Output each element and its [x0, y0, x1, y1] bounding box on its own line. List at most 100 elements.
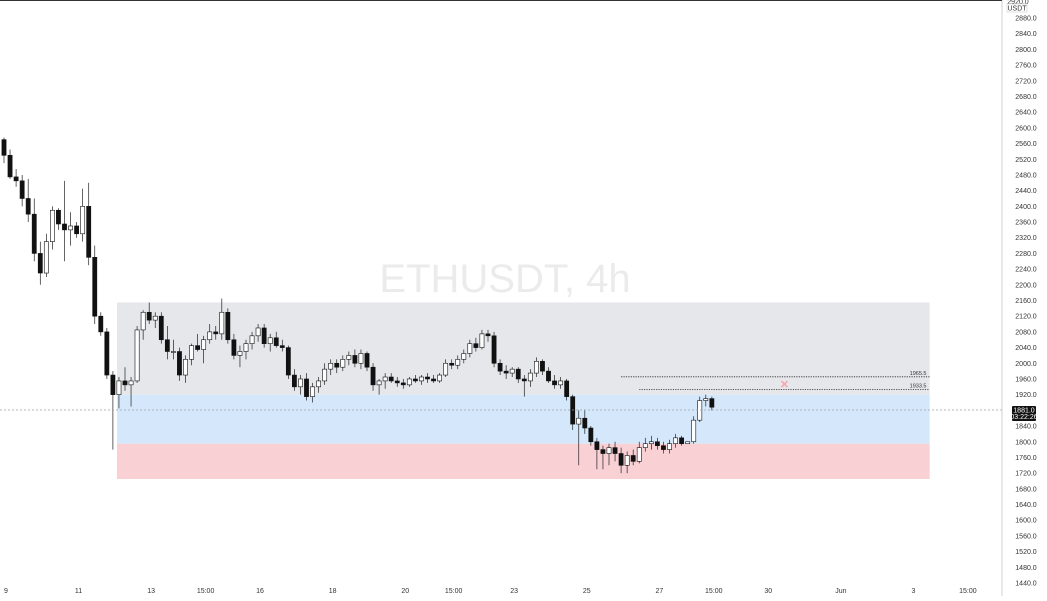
candle	[703, 394, 709, 407]
candle-body	[298, 378, 303, 388]
candle	[624, 451, 630, 474]
candle-body	[509, 368, 515, 374]
candle	[533, 357, 539, 378]
symbol-watermark: ETHUSDT, 4h	[379, 257, 630, 301]
candle	[406, 377, 412, 387]
candle-body	[709, 398, 715, 408]
candle	[122, 367, 128, 391]
candle	[13, 169, 19, 187]
candle	[352, 349, 358, 368]
candle-body	[122, 380, 128, 386]
time-tick-label: 9	[4, 588, 8, 595]
candle	[412, 375, 418, 383]
candle-body	[382, 376, 388, 382]
price-tick-label: 2800.0	[1015, 47, 1037, 54]
price-tick-label: 2040.0	[1015, 345, 1037, 352]
marker-x-b	[780, 380, 789, 388]
price-tick-label: 2840.0	[1015, 31, 1037, 38]
candle	[540, 359, 545, 376]
time-tick-label: 16	[256, 588, 264, 595]
candle-body	[661, 445, 666, 450]
candle-body	[624, 455, 630, 466]
candle-body	[461, 353, 467, 360]
candle	[437, 373, 442, 383]
candle	[255, 324, 261, 342]
candle	[316, 377, 321, 393]
currency-badge[interactable]	[1006, 3, 1028, 13]
candle-body	[146, 311, 152, 321]
zone-deep	[116, 443, 930, 480]
price-tick-label: 1800.0	[1015, 439, 1037, 446]
candle	[449, 359, 455, 370]
level-label-0: 1965.5	[910, 371, 927, 377]
candle-body	[406, 378, 412, 386]
candle	[140, 310, 146, 340]
candle-body	[13, 176, 19, 182]
candle	[19, 174, 25, 207]
candle	[213, 326, 219, 340]
watermark-symbol-interval: ETHUSDT, 4h	[379, 257, 630, 301]
zones-layer	[116, 302, 930, 480]
candle	[346, 351, 352, 366]
price-tick-label: 1640.0	[1015, 502, 1037, 509]
candle-body	[92, 257, 98, 317]
candle-body	[279, 345, 285, 348]
candle-body	[231, 339, 237, 356]
price-axis-ticks: 2880.0 2840.0 2800.0 2760.0 2720.0 2680.0 2640…	[1015, 16, 1037, 588]
candle-body	[237, 351, 243, 356]
price-tick-label: 2480.0	[1015, 172, 1037, 179]
price-tick-label: 2640.0	[1015, 110, 1037, 117]
candle-body	[243, 343, 249, 352]
candle	[594, 437, 600, 470]
candle	[546, 367, 551, 383]
candle-body	[219, 311, 225, 335]
candle	[74, 222, 79, 238]
candle-body	[201, 339, 207, 350]
currency-label: USDT	[1007, 6, 1027, 13]
candle	[691, 416, 697, 444]
candle-body	[479, 333, 485, 348]
candle-body	[540, 361, 545, 372]
candle	[267, 333, 273, 352]
candle-body	[364, 353, 370, 368]
candle	[394, 377, 400, 387]
candle	[515, 367, 521, 383]
candle	[171, 339, 176, 360]
candle	[334, 359, 340, 374]
price-tick-label: 1440.0	[1015, 581, 1037, 588]
candle-body	[189, 345, 194, 360]
candle	[134, 326, 140, 383]
candle-body	[80, 206, 86, 235]
candle-body	[473, 343, 479, 348]
candle-body	[576, 417, 582, 425]
price-tick-label: 2520.0	[1015, 157, 1037, 164]
candle-body	[703, 398, 709, 401]
candle	[225, 308, 231, 344]
candles-layer	[1, 137, 715, 474]
candle	[152, 312, 158, 328]
price-tick-label: 2560.0	[1015, 141, 1037, 148]
candle-body	[419, 376, 424, 382]
level-label-1: 1933.5	[910, 383, 927, 389]
price-tick-label: 2880.0	[1015, 16, 1037, 23]
candle-body	[285, 347, 291, 376]
candle	[388, 373, 394, 383]
candle	[612, 441, 618, 462]
candle	[31, 198, 37, 262]
price-tick-label: 1920.0	[1015, 392, 1037, 399]
candle-body	[358, 353, 364, 364]
candle-body	[582, 417, 588, 429]
price-tick-label: 1560.0	[1015, 533, 1037, 540]
candle	[146, 302, 152, 325]
candle	[509, 367, 515, 378]
candle	[80, 188, 86, 242]
candle	[582, 410, 588, 434]
price-tick-label: 1840.0	[1015, 424, 1037, 431]
candle	[358, 349, 364, 370]
candle-body	[207, 331, 213, 341]
candle	[503, 365, 509, 379]
candle	[654, 437, 660, 450]
